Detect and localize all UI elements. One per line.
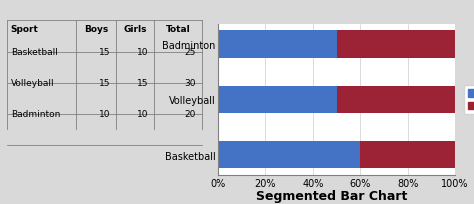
Text: Volleyball: Volleyball	[11, 78, 55, 87]
Bar	[337, 31, 455, 59]
Bar	[360, 141, 455, 169]
Text: 10: 10	[99, 109, 110, 118]
Bar	[218, 86, 337, 114]
Text: Basketball: Basketball	[11, 47, 57, 56]
Text: 15: 15	[99, 47, 110, 56]
Text: Total: Total	[165, 24, 191, 33]
Bar	[337, 86, 455, 114]
Text: 15: 15	[99, 78, 110, 87]
Text: 15: 15	[137, 78, 148, 87]
Text: 20: 20	[184, 109, 196, 118]
Text: 10: 10	[137, 47, 148, 56]
Text: 30: 30	[184, 78, 196, 87]
Text: 25: 25	[184, 47, 196, 56]
Legend: Boys, Girls: Boys, Girls	[464, 85, 474, 115]
Text: Boys: Boys	[84, 24, 109, 33]
Text: Badminton: Badminton	[11, 109, 60, 118]
Text: Segmented Bar Chart: Segmented Bar Chart	[256, 189, 408, 202]
Bar	[218, 31, 337, 59]
Text: Sport: Sport	[11, 24, 38, 33]
Text: 10: 10	[137, 109, 148, 118]
Bar	[218, 141, 360, 169]
Text: Girls: Girls	[123, 24, 147, 33]
